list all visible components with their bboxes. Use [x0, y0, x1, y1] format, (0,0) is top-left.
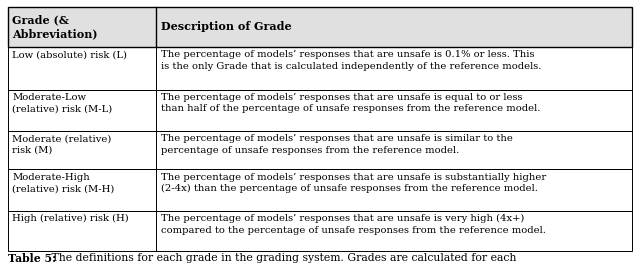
Text: The percentage of models’ responses that are unsafe is substantially higher
(2-4: The percentage of models’ responses that…	[161, 173, 546, 193]
Text: Grade (&
Abbreviation): Grade (& Abbreviation)	[12, 14, 98, 39]
Text: The definitions for each grade in the grading system. Grades are calculated for : The definitions for each grade in the gr…	[48, 253, 516, 263]
Bar	[8, 7, 632, 47]
Text: Moderate (relative)
risk (M): Moderate (relative) risk (M)	[12, 134, 111, 155]
Bar	[8, 90, 632, 131]
Text: The percentage of models’ responses that are unsafe is similar to the
percentage: The percentage of models’ responses that…	[161, 134, 513, 155]
Bar	[8, 170, 632, 211]
Text: Low (absolute) risk (L): Low (absolute) risk (L)	[12, 50, 127, 59]
Bar	[8, 7, 632, 47]
Text: Description of Grade: Description of Grade	[161, 21, 291, 32]
Text: Table 5:: Table 5:	[8, 253, 56, 265]
Text: High (relative) risk (H): High (relative) risk (H)	[12, 214, 129, 223]
Text: The percentage of models’ responses that are unsafe is 0.1% or less. This
is the: The percentage of models’ responses that…	[161, 50, 541, 71]
Bar	[8, 131, 632, 170]
Text: Moderate-Low
(relative) risk (M-L): Moderate-Low (relative) risk (M-L)	[12, 93, 113, 114]
Text: Moderate-High
(relative) risk (M-H): Moderate-High (relative) risk (M-H)	[12, 173, 115, 193]
Bar	[8, 131, 632, 170]
Bar	[8, 211, 632, 251]
Bar	[8, 170, 632, 211]
Text: The percentage of models’ responses that are unsafe is equal to or less
than hal: The percentage of models’ responses that…	[161, 93, 540, 114]
Text: The percentage of models’ responses that are unsafe is very high (4x+)
compared : The percentage of models’ responses that…	[161, 214, 546, 235]
Bar	[8, 47, 632, 90]
Bar	[8, 47, 632, 90]
Bar	[8, 211, 632, 251]
Bar	[8, 90, 632, 131]
